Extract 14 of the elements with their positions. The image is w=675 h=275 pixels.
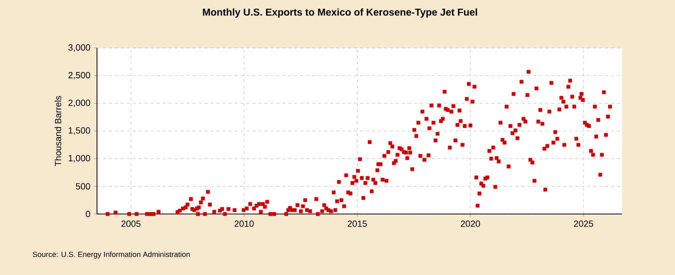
y-tick-label: 1,500 bbox=[68, 127, 90, 135]
y-tick-label: 2,000 bbox=[68, 100, 90, 108]
y-tick-label: 1,000 bbox=[68, 154, 90, 162]
y-tick-label: 500 bbox=[76, 183, 90, 190]
x-tick-label: 2015 bbox=[348, 220, 367, 227]
y-tick-label: 2,500 bbox=[68, 72, 90, 80]
y-axis-title: Thousand Barrels bbox=[54, 96, 62, 166]
y-tick-label: 0 bbox=[86, 210, 90, 218]
y-tick-label: 3,000 bbox=[68, 44, 90, 52]
chart-title: Monthly U.S. Exports to Mexico of Kerosene-Type Jet Fuel bbox=[202, 8, 478, 18]
x-tick-label: 2025 bbox=[574, 220, 594, 227]
x-tick-label: 2010 bbox=[234, 220, 254, 227]
x-tick-label: 2020 bbox=[460, 220, 480, 227]
x-tick-label: 2005 bbox=[121, 220, 141, 227]
